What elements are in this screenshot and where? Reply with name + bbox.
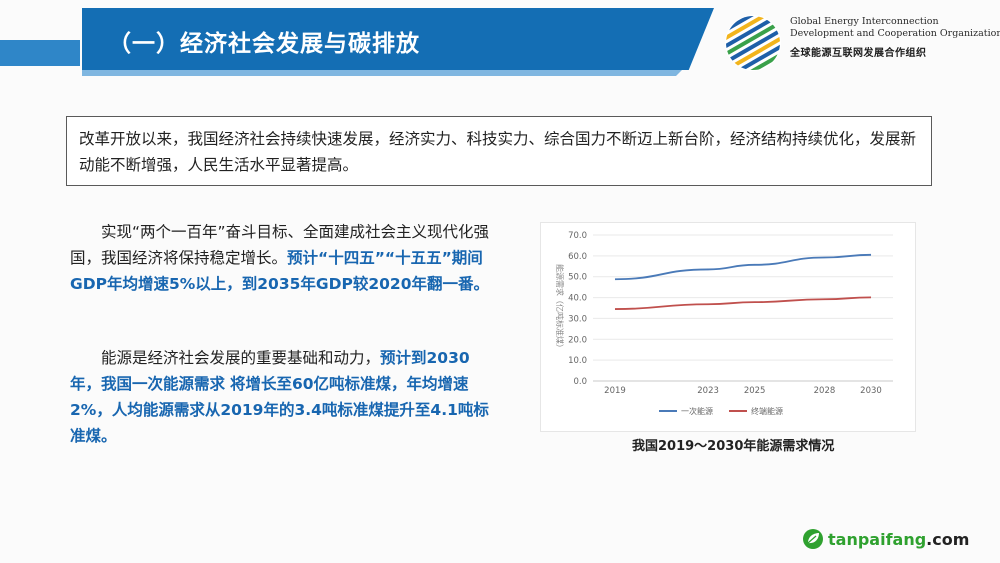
- legend-label-2: 终端能源: [751, 406, 783, 416]
- site-watermark: tanpaifang.com: [828, 530, 969, 549]
- page-title: （一）经济社会发展与碳排放: [108, 31, 420, 57]
- x-tick-label: 2023: [697, 386, 719, 396]
- data-point: [707, 268, 709, 270]
- paragraph-energy-highlight-2: 将增长至60亿吨标准煤，年均增速2%，人均能源需求从2019年的3.4吨标准煤提…: [70, 375, 489, 445]
- chart-svg: 0.0 10.0 20.0 30.0 40.0 50.0 60.0 70.0 2019 2023 2…: [555, 231, 893, 416]
- data-point: [753, 301, 755, 303]
- legend-label-1: 一次能源: [681, 406, 713, 416]
- y-tick-label: 70.0: [568, 231, 587, 241]
- y-tick-label: 40.0: [568, 294, 587, 304]
- paragraph-energy: 能源是经济社会发展的重要基础和动力，预计到2030年，我国一次能源需求 将增长至…: [70, 345, 500, 449]
- org-name-cn: 全球能源互联网发展合作组织: [790, 48, 927, 59]
- org-name-en-line1: Global Energy Interconnection: [790, 16, 939, 27]
- x-tick-label: 2019: [604, 386, 626, 396]
- paragraph-gdp-normal: 实现“两个一百年”奋斗目标、全面建成社会主义现代化强国，我国经济将保持稳定增长。: [70, 223, 490, 267]
- data-point: [870, 254, 872, 256]
- paragraph-gdp-highlight: 预计“十四五”“十五五”期间GDP年均增速5%以上，到2035年GDP较2020…: [70, 249, 489, 293]
- paragraph-energy-highlight: 预计到2030年，我国一次能源需求: [70, 349, 470, 393]
- site-name: tanpaifang: [828, 530, 927, 549]
- data-point: [707, 303, 709, 305]
- data-point: [823, 256, 825, 258]
- data-point: [614, 308, 616, 310]
- y-tick-label: 60.0: [568, 252, 587, 262]
- series-line-1: [614, 253, 872, 281]
- site-suffix: .com: [926, 530, 970, 549]
- geidco-globe-logo-icon: [725, 15, 781, 71]
- data-point: [870, 296, 872, 298]
- y-tick-label: 20.0: [568, 335, 587, 345]
- leaf-icon: [803, 529, 823, 549]
- x-tick-label: 2030: [860, 386, 882, 396]
- x-tick-label: 2028: [814, 386, 836, 396]
- y-tick-label: 50.0: [568, 273, 587, 283]
- energy-demand-chart: 0.0 10.0 20.0 30.0 40.0 50.0 60.0 70.0 2019 2023 2…: [540, 222, 916, 432]
- paragraph-gdp: 实现“两个一百年”奋斗目标、全面建成社会主义现代化强国，我国经济将保持稳定增长。…: [70, 219, 500, 297]
- intro-text: 改革开放以来，我国经济社会持续快速发展，经济实力、科技实力、综合国力不断迈上新台…: [79, 130, 917, 174]
- chart-caption: 我国2019～2030年能源需求情况: [632, 439, 835, 454]
- y-tick-label: 0.0: [573, 377, 587, 387]
- org-name-en: Global Energy Interconnection Developmen…: [790, 16, 1000, 40]
- series-line-2: [614, 296, 872, 310]
- x-tick-label: 2025: [744, 386, 766, 396]
- data-point: [823, 298, 825, 300]
- paragraph-energy-normal: 能源是经济社会发展的重要基础和动力，: [101, 349, 381, 367]
- y-axis-label: 能源需求（亿吨标准煤）: [555, 264, 565, 352]
- header-bar: [82, 8, 714, 70]
- header-stripe: [82, 70, 682, 76]
- intro-box: 改革开放以来，我国经济社会持续快速发展，经济实力、科技实力、综合国力不断迈上新台…: [66, 116, 932, 186]
- data-point: [753, 264, 755, 266]
- y-tick-label: 30.0: [568, 314, 587, 324]
- y-tick-label: 10.0: [568, 356, 587, 366]
- header-accent-left: [0, 40, 80, 66]
- data-point: [614, 278, 616, 280]
- org-name-en-line2: Development and Cooperation Organization: [790, 28, 1000, 39]
